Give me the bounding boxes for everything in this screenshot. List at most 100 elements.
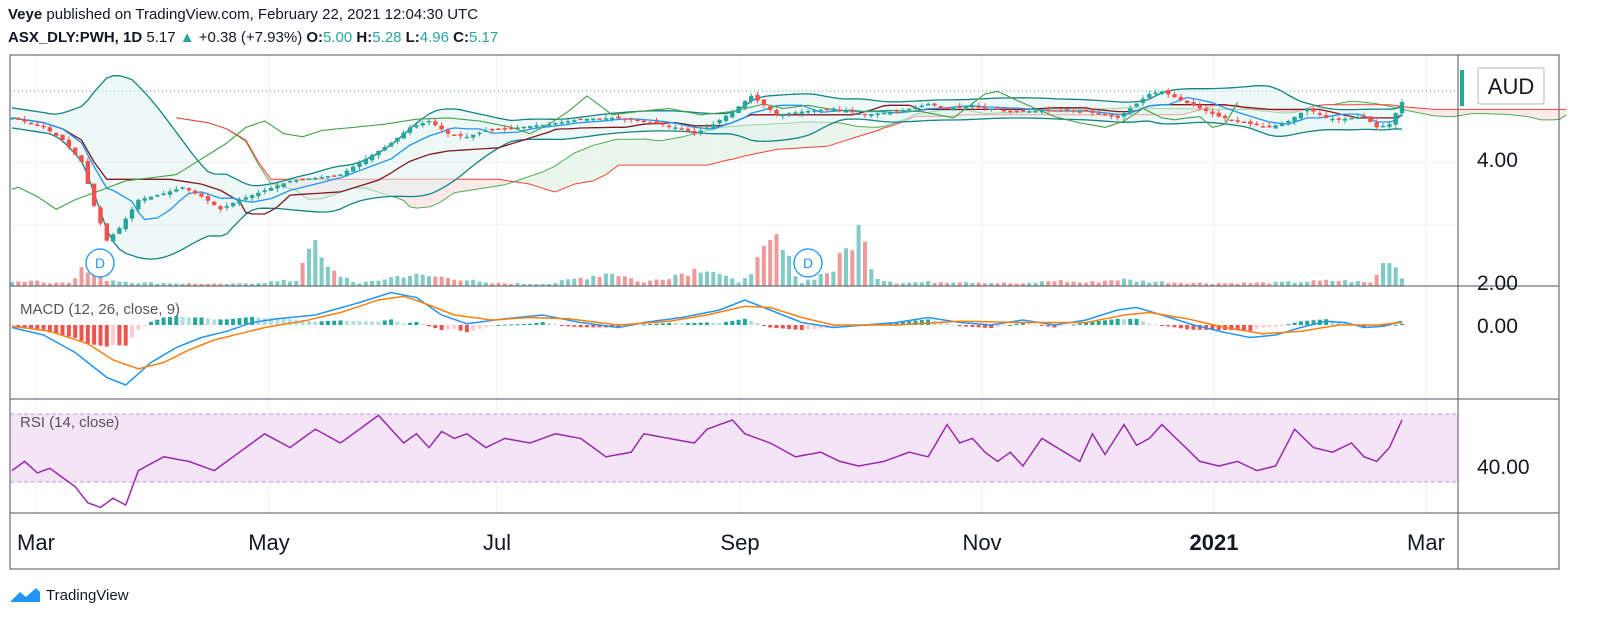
volume-bar [458,280,463,286]
volume-bar [686,275,690,286]
volume-bar [610,273,615,286]
volume-bar [256,283,261,286]
volume-bar [471,279,476,286]
candle-body [660,122,665,125]
candle-body [1229,119,1234,122]
macd-histogram-bar [54,325,59,334]
macd-histogram-bar [1096,321,1101,325]
cloud-segment [599,142,606,178]
macd-histogram-bar [528,323,533,326]
macd-histogram-bar [559,325,564,326]
candle-body [1235,120,1240,122]
candle-body [483,130,489,132]
volume-bar [654,279,659,286]
volume-bar [224,284,229,286]
volume-bar [199,284,204,286]
volume-bar [844,248,848,286]
cloud-segment [631,139,638,166]
macd-histogram-bar [1286,324,1291,326]
volume-bar [951,282,956,286]
candle-body [508,127,514,130]
candle-body [85,161,90,184]
macd-histogram-bar [913,320,918,325]
volume-bar [1324,279,1329,286]
volume-bar [521,283,526,286]
last-price: 5.17 [146,29,176,46]
rsi-line [11,414,1403,509]
macd-histogram-bar [761,325,766,326]
volume-bar [1223,283,1228,286]
cloud-segment [637,139,644,166]
footer-brand[interactable]: TradingView [8,586,129,604]
high-label: H: [356,29,373,46]
macd-histogram-bar [1090,321,1095,326]
cloud-segment [827,122,834,147]
volume-bar [806,279,811,286]
volume-bar [1292,282,1297,286]
macd-histogram-bar [1273,325,1278,328]
candle-body [243,197,248,200]
macd-histogram-bar [414,321,419,325]
macd-histogram-bar [667,322,672,325]
volume-bar [850,250,855,286]
macd-histogram-bar [35,325,40,329]
macd-histogram-bar [16,325,21,327]
volume-bar [85,272,90,286]
volume-bar [698,272,703,286]
volume-bar [136,283,141,286]
volume-bar [452,279,457,286]
volume-bar [73,278,78,286]
macd-histogram-bar [142,325,147,326]
volume-bar [66,282,71,286]
volume-bar [1103,280,1107,286]
volume-bar [831,271,836,286]
lagging-span-line [11,90,1239,210]
symbol-label[interactable]: ASX_DLY:PWH, 1D [8,29,143,46]
candle-body [1336,118,1341,120]
candle-body [224,206,229,208]
macd-axis-tick: 0.00 [1477,315,1518,338]
candle-body [881,112,887,115]
price-axis-tick: 4.00 [1477,149,1518,172]
candle-body [502,128,507,130]
macd-histogram-bar [483,325,488,328]
author-name[interactable]: Veye [8,6,43,23]
volume-bar [774,234,779,286]
candle-body [313,177,318,180]
macd-histogram-bar [976,325,981,328]
candle-body [249,195,255,198]
macd-histogram-bar [983,325,987,328]
candle-body [490,129,495,131]
candle-body [704,127,710,130]
cloud-segment [719,127,726,162]
volume-bar [269,281,273,286]
macd-histogram-bar [553,324,558,326]
candle-body [155,195,160,197]
candle-body [73,147,78,155]
close-label: C: [453,29,469,46]
volume-bar [22,281,27,286]
macd-histogram-bar [686,323,690,325]
candle-body [888,112,893,115]
macd-histogram-bar [408,322,412,325]
cloud-segment [1490,109,1497,115]
macd-histogram-bar [1178,325,1183,329]
candle-body [1216,112,1221,117]
volume-bar [35,280,40,286]
candle-body [1014,110,1019,112]
macd-histogram-bar [1115,318,1120,326]
volume-bar [1071,281,1076,286]
macd-histogram-bar [1330,320,1335,325]
macd-histogram-bar [648,324,653,325]
macd-histogram-bar [938,322,943,325]
candle-body [1001,109,1007,112]
volume-bar [913,282,918,286]
cloud-segment [713,127,720,164]
candle-body [755,94,760,101]
candle-body [982,107,988,109]
candle-body [1096,113,1101,115]
cloud-segment [846,124,853,141]
candle-body [938,106,943,108]
candle-body [281,183,286,187]
